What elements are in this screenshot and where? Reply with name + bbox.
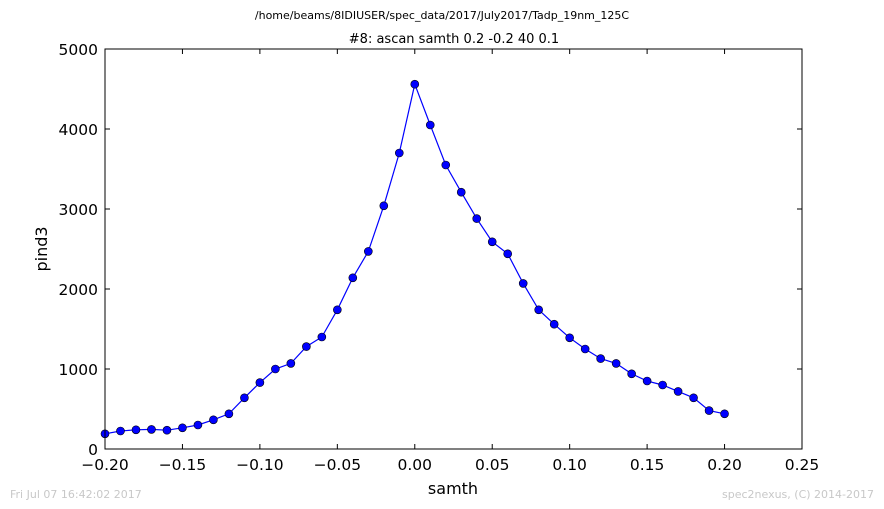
figure-suptitle: /home/beams/8IDIUSER/spec_data/2017/July… xyxy=(254,9,630,22)
data-point xyxy=(487,237,497,247)
y-axis-label: pind3 xyxy=(32,226,51,271)
x-tick-label: 0.00 xyxy=(398,456,433,474)
data-point xyxy=(627,369,636,379)
data-point xyxy=(673,387,683,396)
y-tick-label: 3000 xyxy=(59,201,98,219)
x-tick-label: −0.20 xyxy=(81,456,129,474)
data-point xyxy=(704,406,714,415)
data-point xyxy=(364,247,373,256)
data-point xyxy=(441,160,451,170)
data-point xyxy=(255,378,265,387)
x-tick-label: 0.20 xyxy=(707,456,742,474)
data-point xyxy=(720,409,729,419)
plot-area-frame xyxy=(104,48,803,450)
data-point xyxy=(317,332,327,342)
data-point xyxy=(689,393,698,403)
data-point xyxy=(565,333,574,343)
x-tick-label: −0.10 xyxy=(236,456,284,474)
data-point xyxy=(147,425,156,434)
data-point xyxy=(394,148,404,158)
data-point xyxy=(658,380,667,390)
x-tick-label: −0.15 xyxy=(159,456,207,474)
data-point xyxy=(178,423,187,433)
x-tick-label: 0.10 xyxy=(552,456,587,474)
data-point xyxy=(425,120,435,130)
data-point xyxy=(333,305,342,315)
data-point xyxy=(240,393,249,403)
data-point xyxy=(286,359,296,368)
footer-timestamp: Fri Jul 07 16:42:02 2017 xyxy=(10,488,142,501)
data-point xyxy=(302,342,311,351)
data-point xyxy=(534,305,543,315)
data-point xyxy=(209,415,218,425)
data-point xyxy=(410,79,420,89)
data-point xyxy=(596,354,605,363)
data-point xyxy=(611,359,621,368)
data-point xyxy=(503,249,513,259)
y-tick-label: 2000 xyxy=(59,281,98,299)
x-tick-label: −0.05 xyxy=(314,456,362,474)
footer-credit: spec2nexus, (C) 2014-2017 xyxy=(722,488,874,501)
data-point xyxy=(642,376,652,386)
data-point xyxy=(518,279,528,288)
data-point xyxy=(580,344,590,354)
data-point xyxy=(348,273,358,283)
x-tick-label: 0.15 xyxy=(630,456,665,474)
data-point xyxy=(224,409,234,419)
data-point xyxy=(162,425,172,435)
series-line xyxy=(104,82,725,435)
x-tick-label: 0.25 xyxy=(785,456,820,474)
y-tick-label: 4000 xyxy=(59,121,98,139)
x-axis-label: samth xyxy=(428,479,478,498)
data-point xyxy=(116,426,125,436)
data-point xyxy=(271,364,280,374)
data-point xyxy=(379,201,389,211)
data-point xyxy=(131,425,141,435)
data-point xyxy=(549,319,559,329)
data-point xyxy=(193,420,203,430)
data-point xyxy=(456,187,466,197)
y-tick-label: 1000 xyxy=(59,361,98,379)
chart-title: #8: ascan samth 0.2 -0.2 40 0.1 xyxy=(349,32,559,47)
data-point xyxy=(472,214,482,223)
y-tick-label: 0 xyxy=(88,441,98,459)
x-tick-label: 0.05 xyxy=(475,456,510,474)
y-tick-label: 5000 xyxy=(59,41,98,59)
